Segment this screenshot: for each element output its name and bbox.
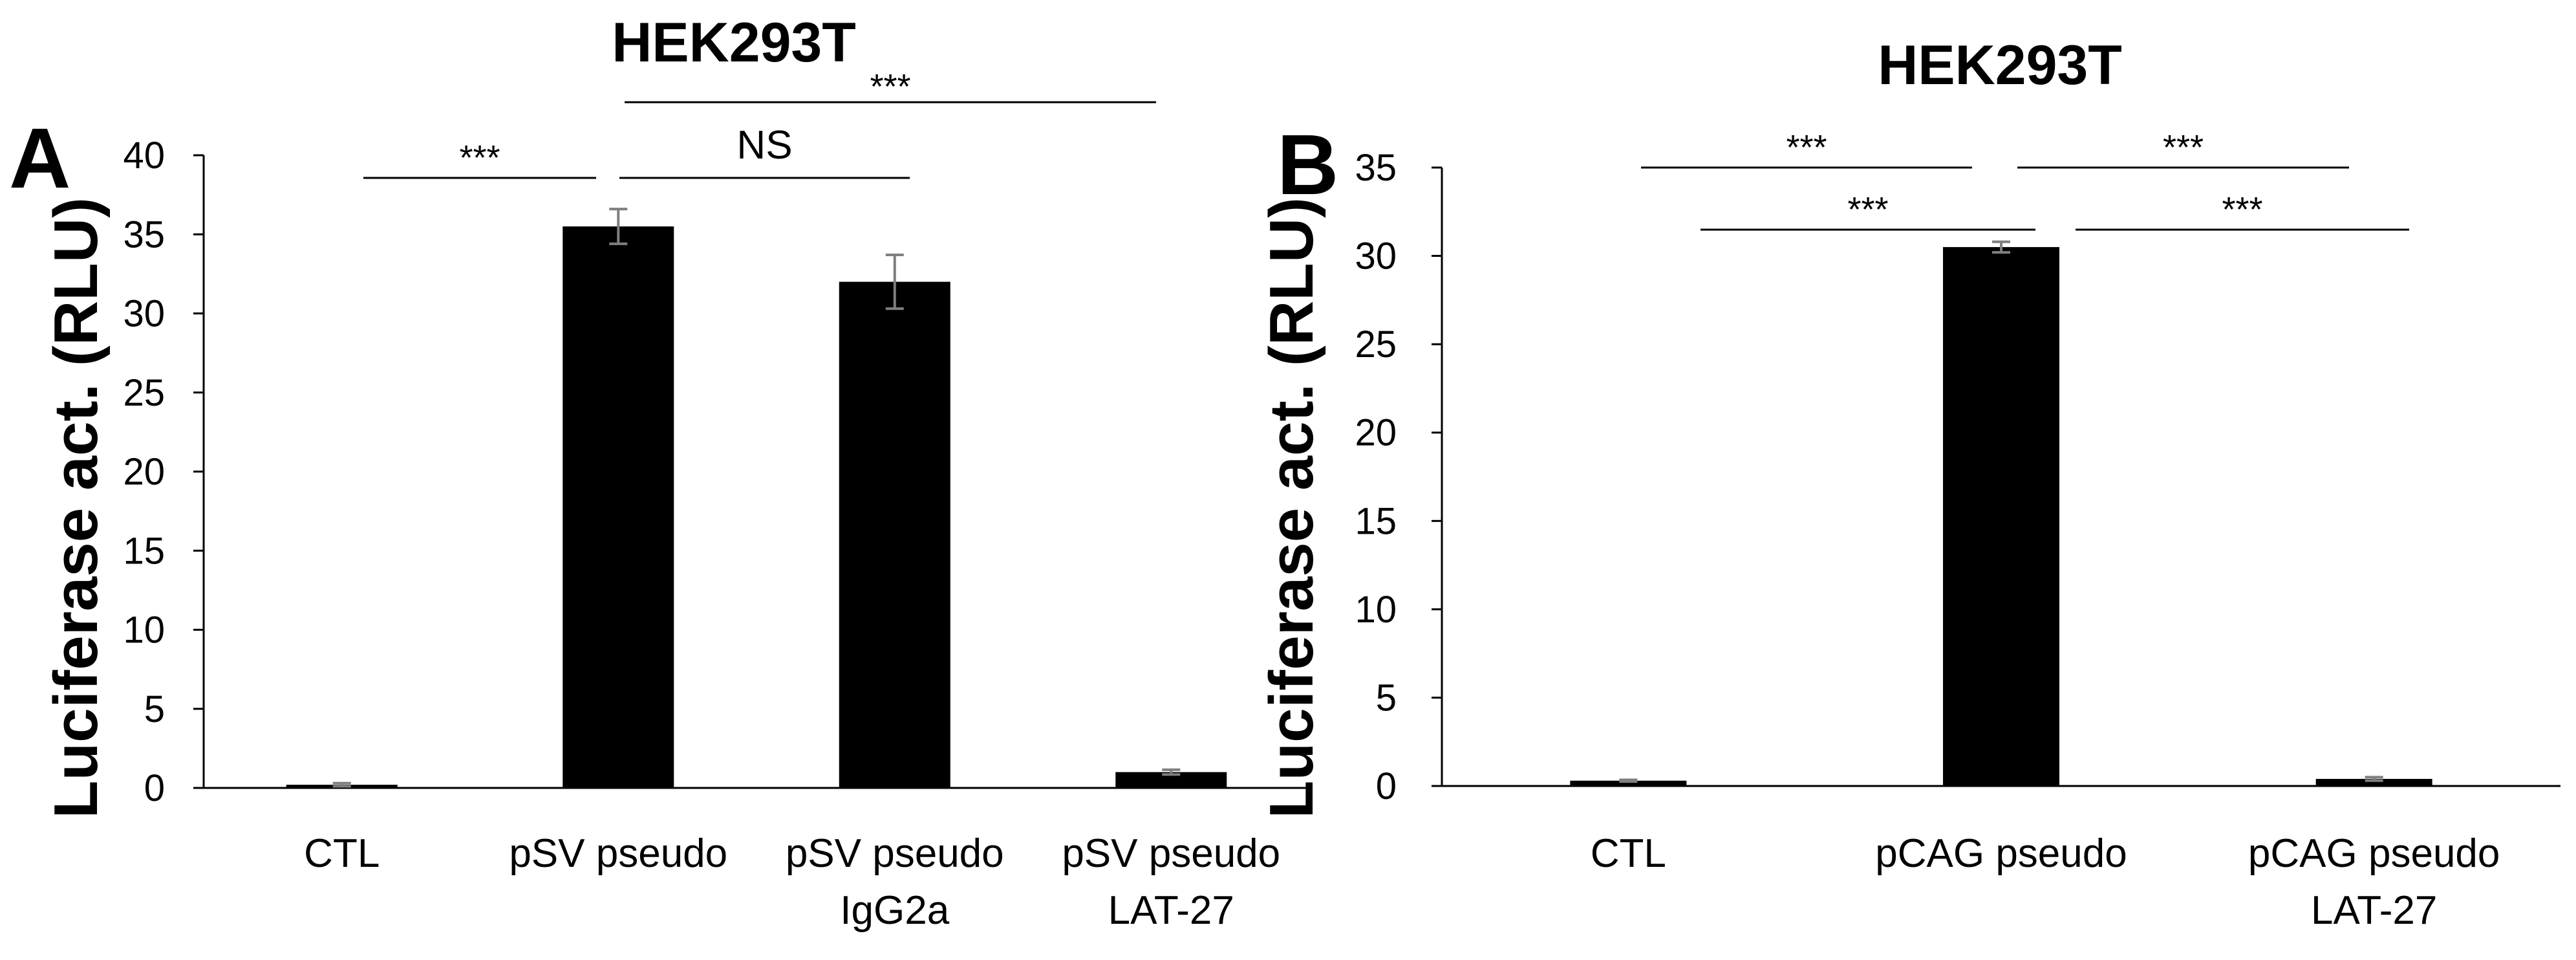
- panel-a-y-tick-label: 25: [123, 372, 165, 414]
- panel-a-significance-label: ***: [870, 67, 910, 106]
- panel-a-y-tick-label: 5: [144, 688, 165, 730]
- panel-b-significance-label: ***: [1847, 190, 1888, 229]
- panel-b-y-tick-label: 5: [1376, 677, 1397, 719]
- panel-a-title: HEK293T: [612, 12, 856, 74]
- panel-a-category-label: CTL: [304, 831, 380, 876]
- panel-a-y-tick-label: 15: [123, 530, 165, 572]
- panel-b-y-tick-label: 20: [1355, 412, 1397, 454]
- panel-a-category-label: IgG2a: [840, 888, 949, 933]
- panel-b-category-label: pCAG pseudo: [2248, 831, 2500, 876]
- panel-a: A HEK293T Luciferase act. (RLU) 0 5 10 15 20…: [9, 12, 1309, 933]
- panel-a-significance-label: NS: [736, 123, 792, 168]
- panel-b-y-tick-label: 15: [1355, 500, 1397, 542]
- panel-b-y-tick-label: 10: [1355, 589, 1397, 631]
- panel-b-y-tick-label: 30: [1355, 235, 1397, 278]
- panel-a-bar: [563, 226, 674, 788]
- panel-b-category-label: LAT-27: [2311, 888, 2437, 933]
- panel-a-y-tick-label: 20: [123, 451, 165, 493]
- panel-b-title: HEK293T: [1878, 34, 2122, 96]
- panel-a-y-tick-label: 10: [123, 609, 165, 651]
- panel-a-bar: [839, 281, 950, 789]
- panel-b-category-label: CTL: [1591, 831, 1666, 876]
- panel-b-y-tick-label: 0: [1376, 765, 1397, 807]
- panel-b: B HEK293T Luciferase act. (RLU) 0 5 10 15 20…: [1257, 34, 2560, 933]
- panel-a-category-label: pSV pseudo: [786, 831, 1004, 876]
- panel-a-significance-label: ***: [459, 138, 500, 177]
- panel-a-category-label: LAT-27: [1108, 888, 1234, 933]
- panel-b-significance-label: ***: [2222, 190, 2262, 229]
- panel-a-category-label: pSV pseudo: [509, 831, 727, 876]
- panel-b-bar: [1570, 780, 1687, 786]
- panel-a-letter: A: [9, 111, 70, 206]
- panel-a-category-label: pSV pseudo: [1062, 831, 1280, 876]
- panel-b-significance-label: ***: [2163, 128, 2204, 167]
- panel-b-category-label: pCAG pseudo: [1875, 831, 2127, 876]
- panel-b-bar: [2315, 779, 2432, 786]
- panel-b-bar: [1943, 246, 2059, 786]
- panel-b-letter: B: [1277, 117, 1338, 212]
- panel-a-y-tick-label: 30: [123, 293, 165, 335]
- panel-b-plot: 0 5 10 15 20 25 30 35 CTL pCAG pseudo pCAG pseudo L…: [1355, 128, 2560, 933]
- panel-a-ylabel: Luciferase act. (RLU): [41, 197, 111, 818]
- panel-a-y-tick-label: 35: [123, 213, 165, 256]
- panel-b-y-tick-label: 35: [1355, 147, 1397, 189]
- panel-a-y-tick-label: 0: [144, 767, 165, 809]
- panel-a-y-tick-label: 40: [123, 135, 165, 177]
- panel-b-significance-label: ***: [1786, 128, 1827, 167]
- panel-b-y-tick-label: 25: [1355, 323, 1397, 365]
- panel-b-ylabel: Luciferase act. (RLU): [1257, 197, 1326, 818]
- panel-a-plot: 0 5 10 15 20 25 30 35 40 CTL pSV pseudo pSV pseudo I…: [123, 67, 1309, 933]
